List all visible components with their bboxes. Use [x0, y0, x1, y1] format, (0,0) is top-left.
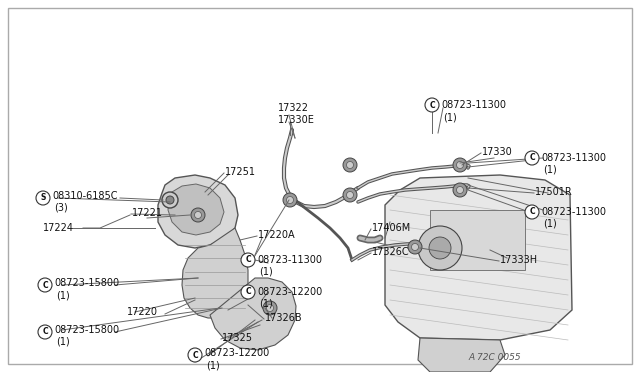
Circle shape [525, 151, 539, 165]
Circle shape [429, 237, 451, 259]
Text: C: C [42, 327, 48, 337]
Text: 17330: 17330 [482, 147, 513, 157]
Text: 08723-12200: 08723-12200 [204, 348, 269, 358]
Text: 08723-11300: 08723-11300 [541, 207, 606, 217]
Text: 08723-15800: 08723-15800 [54, 278, 119, 288]
Text: 17220A: 17220A [258, 230, 296, 240]
Text: 08723-15800: 08723-15800 [54, 325, 119, 335]
Text: (1): (1) [259, 267, 273, 277]
Circle shape [346, 192, 353, 199]
Polygon shape [168, 184, 224, 235]
Text: 08723-11300: 08723-11300 [441, 100, 506, 110]
Text: 08723-11300: 08723-11300 [257, 255, 322, 265]
Polygon shape [182, 228, 248, 318]
Text: 17322: 17322 [278, 103, 309, 113]
Circle shape [453, 158, 467, 172]
Text: 17406M: 17406M [372, 223, 412, 233]
Polygon shape [158, 175, 238, 248]
Text: 17251: 17251 [225, 167, 256, 177]
Circle shape [38, 278, 52, 292]
Text: C: C [42, 280, 48, 289]
Circle shape [195, 212, 202, 218]
Circle shape [346, 161, 353, 169]
Circle shape [408, 240, 422, 254]
Text: (1): (1) [56, 290, 70, 300]
Text: 08723-11300: 08723-11300 [541, 153, 606, 163]
Circle shape [191, 208, 205, 222]
Text: 17224: 17224 [43, 223, 74, 233]
Circle shape [241, 285, 255, 299]
Text: (1): (1) [259, 299, 273, 309]
Circle shape [425, 98, 439, 112]
Bar [430, 210, 525, 270]
Circle shape [456, 186, 463, 193]
Text: (1): (1) [443, 112, 457, 122]
Text: C: C [245, 288, 251, 296]
Text: C: C [529, 154, 535, 163]
Text: 17221: 17221 [132, 208, 163, 218]
Text: C: C [529, 208, 535, 217]
Text: 08723-12200: 08723-12200 [257, 287, 323, 297]
Text: (3): (3) [54, 203, 68, 213]
Circle shape [418, 226, 462, 270]
Text: 17325: 17325 [222, 333, 253, 343]
Circle shape [456, 161, 463, 169]
Text: C: C [192, 350, 198, 359]
Polygon shape [418, 338, 505, 372]
Circle shape [343, 188, 357, 202]
Text: S: S [40, 193, 45, 202]
Circle shape [188, 348, 202, 362]
Circle shape [343, 158, 357, 172]
Circle shape [283, 193, 297, 207]
Circle shape [263, 301, 277, 315]
Text: (1): (1) [206, 360, 220, 370]
Text: (1): (1) [543, 219, 557, 229]
Circle shape [525, 205, 539, 219]
Text: 17326C: 17326C [372, 247, 410, 257]
Polygon shape [210, 278, 296, 350]
Text: 17501R: 17501R [535, 187, 573, 197]
Text: (1): (1) [56, 337, 70, 347]
Circle shape [453, 183, 467, 197]
Circle shape [412, 244, 419, 250]
Circle shape [162, 192, 178, 208]
Circle shape [241, 253, 255, 267]
Circle shape [166, 196, 174, 204]
Circle shape [36, 191, 50, 205]
Text: (1): (1) [543, 165, 557, 175]
Text: C: C [245, 256, 251, 264]
Text: C: C [429, 100, 435, 109]
Text: 17220: 17220 [127, 307, 158, 317]
Polygon shape [385, 175, 572, 340]
Text: A 72C 0055: A 72C 0055 [468, 353, 520, 362]
Circle shape [266, 305, 273, 311]
Text: 17333H: 17333H [500, 255, 538, 265]
Text: 17330E: 17330E [278, 115, 315, 125]
Text: 08310-6185C: 08310-6185C [52, 191, 118, 201]
Circle shape [287, 196, 294, 203]
Text: 17326B: 17326B [265, 313, 303, 323]
Circle shape [38, 325, 52, 339]
